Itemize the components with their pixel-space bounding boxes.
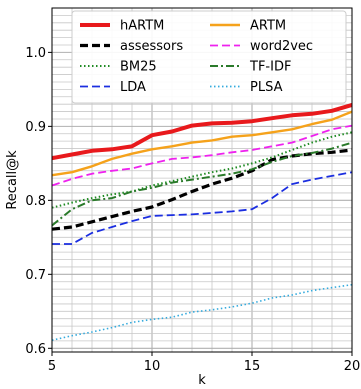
series-line-word2vec: [51, 124, 353, 187]
x-tick-label: 15: [244, 359, 261, 374]
series-line-hartm: [51, 102, 353, 161]
legend: hARTM assessors BM25 LDA ARTM word2vec TF-IDF P…: [71, 10, 347, 104]
x-tick-label: 5: [48, 359, 56, 374]
y-tick-label: 0.9: [25, 120, 46, 135]
legend-label-artm: ARTM: [250, 19, 286, 34]
legend-label-plsa: PLSA: [250, 80, 283, 95]
series-line-artm: [51, 110, 353, 177]
series-line-lda: [52, 171, 353, 245]
series-line-assessors: [51, 148, 353, 231]
plot-frame: [51, 7, 353, 353]
series-lines: [51, 102, 353, 341]
y-tick-label: 0.7: [25, 268, 46, 283]
legend-label-word2vec: word2vec: [250, 39, 313, 54]
series-line-tf-idf: [51, 141, 353, 227]
series-line-bm25: [51, 131, 353, 209]
legend-label-hartm: hARTM: [120, 19, 164, 34]
y-axis-label: Recall@k: [5, 150, 20, 210]
x-axis-label: k: [198, 373, 206, 388]
legend-label-bm25: BM25: [120, 60, 157, 75]
legend-label-assessors: assessors: [120, 39, 183, 54]
legend-box: [71, 10, 347, 104]
y-tick-label: 0.6: [25, 342, 46, 357]
y-tick-label: 1.0: [25, 46, 46, 61]
x-tick-label: 20: [344, 359, 361, 374]
x-tick-label: 10: [144, 359, 161, 374]
y-tick-label: 0.8: [25, 194, 46, 209]
legend-label-tf-idf: TF-IDF: [249, 60, 291, 75]
legend-label-lda: LDA: [120, 80, 146, 95]
series-line-plsa: [51, 283, 353, 341]
axis-ticks: 5 10 15 20 0.6 0.7 0.8 0.9 1.0: [25, 46, 360, 374]
